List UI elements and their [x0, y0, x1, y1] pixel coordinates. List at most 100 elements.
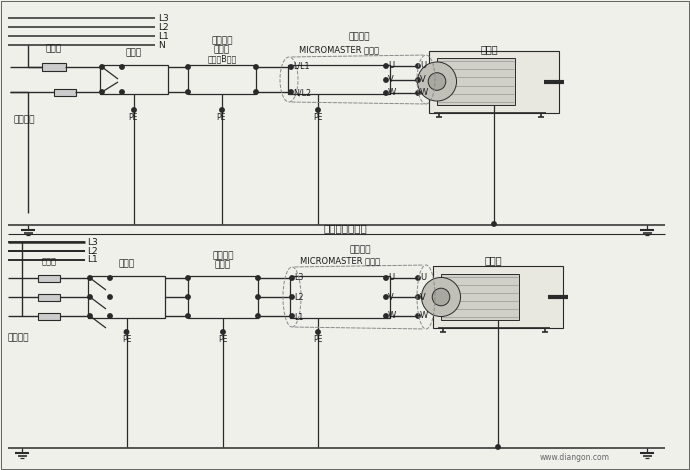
Circle shape [186, 314, 190, 318]
Text: 可选件，: 可选件， [213, 251, 234, 260]
Text: U: U [388, 61, 394, 70]
Text: 接触器: 接触器 [126, 48, 142, 57]
Text: L2: L2 [294, 292, 304, 301]
Bar [188, 65, 256, 94]
Circle shape [256, 314, 260, 318]
Text: 屏蔽电缆: 屏蔽电缆 [349, 245, 371, 254]
Text: 单相电源: 单相电源 [14, 116, 35, 125]
Text: PE: PE [218, 335, 228, 344]
Circle shape [186, 65, 190, 69]
Bar [433, 266, 563, 328]
Circle shape [384, 295, 388, 299]
Text: PE: PE [128, 112, 138, 122]
Circle shape [384, 91, 388, 95]
Text: 接触器: 接触器 [119, 259, 135, 268]
Text: L/L1: L/L1 [293, 62, 310, 70]
Circle shape [316, 108, 320, 112]
Circle shape [254, 90, 258, 94]
Circle shape [88, 276, 92, 280]
Bar [288, 65, 390, 94]
Text: W: W [420, 312, 428, 321]
Text: U: U [420, 61, 426, 70]
Bar [54, 88, 76, 95]
Bar [38, 313, 60, 320]
Circle shape [254, 65, 258, 69]
Circle shape [289, 65, 293, 69]
Text: 滤波器: 滤波器 [215, 260, 231, 269]
Bar [441, 274, 519, 320]
Circle shape [256, 276, 260, 280]
Bar [38, 274, 60, 282]
Text: MICROMASTER 变频器: MICROMASTER 变频器 [299, 46, 379, 55]
Circle shape [100, 65, 104, 69]
Circle shape [124, 330, 129, 334]
Bar [437, 58, 515, 105]
Bar [100, 65, 168, 94]
Text: L3: L3 [158, 14, 169, 23]
Bar [41, 63, 66, 71]
Circle shape [88, 295, 92, 299]
Text: PE: PE [122, 335, 131, 344]
Circle shape [432, 288, 450, 306]
Text: N: N [158, 40, 165, 49]
Circle shape [186, 276, 190, 280]
Text: U: U [388, 274, 394, 282]
Circle shape [384, 64, 388, 68]
Text: 电动机: 电动机 [484, 255, 502, 265]
Text: PE: PE [216, 112, 226, 122]
Text: W: W [388, 312, 396, 321]
Circle shape [416, 314, 420, 318]
Text: www.diangon.com: www.diangon.com [540, 454, 610, 462]
Text: 三相电源: 三相电源 [8, 334, 30, 343]
Text: PE: PE [313, 335, 323, 344]
Circle shape [492, 222, 496, 226]
Text: W: W [420, 87, 428, 96]
Circle shape [289, 90, 293, 94]
Text: （只限B级）: （只限B级） [208, 55, 237, 63]
Text: L1: L1 [158, 31, 169, 40]
Circle shape [108, 276, 112, 280]
Text: 典型的安装方法: 典型的安装方法 [323, 223, 367, 233]
Circle shape [108, 314, 112, 318]
Bar [88, 276, 165, 318]
Circle shape [120, 65, 124, 69]
Text: L3: L3 [294, 273, 304, 282]
Circle shape [120, 90, 124, 94]
Text: V: V [388, 75, 394, 84]
Circle shape [186, 90, 190, 94]
Text: L2: L2 [158, 23, 168, 31]
Text: L1: L1 [87, 256, 98, 265]
Text: L1: L1 [294, 313, 304, 321]
Text: 滤波器: 滤波器 [214, 46, 230, 55]
Circle shape [88, 314, 92, 318]
Circle shape [416, 78, 420, 82]
Text: V: V [420, 75, 426, 84]
Bar [188, 276, 258, 318]
Circle shape [316, 330, 320, 334]
Circle shape [417, 62, 457, 101]
Text: W: W [388, 87, 396, 96]
Circle shape [186, 295, 190, 299]
Circle shape [496, 445, 500, 449]
Text: 熔断器: 熔断器 [46, 45, 61, 54]
Circle shape [416, 295, 420, 299]
Text: MICROMASTER 变频器: MICROMASTER 变频器 [300, 257, 380, 266]
Text: PE: PE [313, 112, 323, 122]
Bar [290, 276, 390, 318]
Circle shape [384, 78, 388, 82]
Circle shape [256, 295, 260, 299]
Text: 电动机: 电动机 [480, 44, 497, 54]
Circle shape [100, 90, 104, 94]
Circle shape [220, 108, 224, 112]
Circle shape [416, 276, 420, 280]
Text: U: U [420, 274, 426, 282]
Text: 熔断器: 熔断器 [41, 258, 57, 266]
Text: 可选件，: 可选件， [211, 37, 233, 46]
Circle shape [422, 277, 460, 316]
Circle shape [290, 295, 294, 299]
Circle shape [416, 64, 420, 68]
Circle shape [384, 314, 388, 318]
Circle shape [290, 276, 294, 280]
Circle shape [132, 108, 136, 112]
Circle shape [108, 295, 112, 299]
